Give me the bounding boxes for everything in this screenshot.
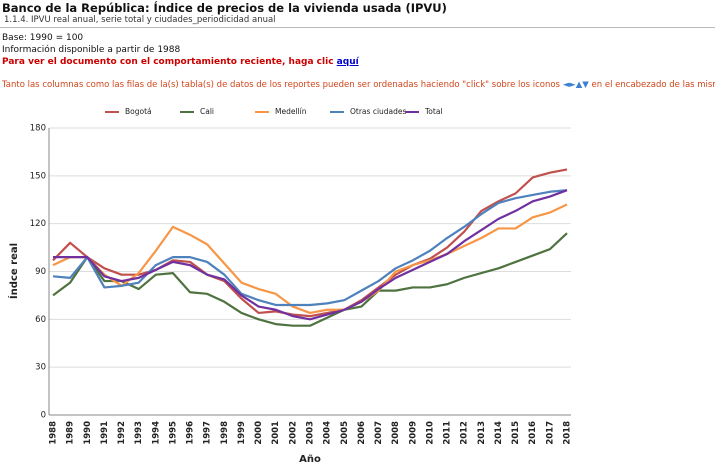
y-tick-label: 30: [35, 363, 46, 373]
x-tick-label: 2004: [323, 421, 333, 445]
link[interactable]: aquí: [336, 57, 359, 67]
x-tick-label: 1996: [186, 421, 196, 445]
page-subtitle: 1.1.4. IPVU real anual, serie total y ci…: [4, 15, 276, 25]
y-axis-label: Índce real: [7, 243, 20, 299]
x-tick-label: 2008: [391, 421, 401, 445]
page-title: Banco de la República: Índice de precios…: [2, 1, 447, 15]
x-tick-label: 1993: [134, 421, 144, 445]
x-tick-label: 2010: [425, 421, 435, 445]
x-tick-label: 1992: [117, 421, 127, 445]
x-tick-label: 1991: [100, 421, 110, 445]
y-tick-label: 180: [30, 124, 46, 134]
x-tick-label: 1995: [168, 421, 178, 445]
y-tick-label: 150: [30, 171, 46, 181]
x-tick-label: 2015: [511, 421, 521, 445]
legend-label: Bogotá: [125, 107, 152, 116]
legend-label: Cali: [200, 107, 214, 116]
series-line: [52, 189, 568, 307]
x-tick-label: 2000: [254, 421, 264, 445]
series-line: [53, 189, 568, 321]
link-text: Para ver el documento con el comportamie…: [2, 57, 334, 67]
y-tick-label: 0: [41, 411, 46, 421]
x-axis-label: Año: [299, 454, 321, 465]
divider: [0, 27, 715, 28]
chart: Año Índce real 0 30 60 90 120 150 180 1988 1989 1…: [7, 107, 573, 465]
x-tick-label: 1994: [151, 421, 161, 445]
x-tick-label: 2017: [545, 421, 555, 445]
series-line: [52, 203, 568, 315]
legend-label: Total: [424, 107, 443, 116]
availability-text: Información disponible a partir de 1988: [2, 45, 181, 55]
x-tick-label: 2002: [288, 421, 298, 445]
x-tick-label: 2009: [408, 421, 418, 445]
x-tick-label: 2007: [374, 421, 384, 445]
y-tick-label: 60: [35, 315, 46, 325]
x-tick-label: 2013: [477, 421, 487, 445]
x-tick-label: 2016: [528, 421, 538, 445]
x-tick-label: 1990: [83, 421, 93, 445]
x-tick-label: 2006: [357, 421, 367, 445]
x-tick-label: 2018: [563, 421, 573, 445]
x-tick-label: 1999: [237, 421, 247, 445]
series-line: [52, 168, 568, 318]
x-tick-label: 1997: [203, 421, 213, 445]
x-tick-label: 2014: [494, 421, 504, 445]
note-text: Tanto las columnas como las filas de la(…: [2, 80, 560, 90]
x-tick-label: 2005: [340, 421, 350, 445]
x-tick-label: 1988: [49, 421, 59, 445]
x-tick-label: 2001: [271, 421, 281, 445]
sort-icons: ◄►▲▼: [562, 80, 589, 90]
legend-label: Medellín: [275, 107, 307, 116]
x-tick-label: 1998: [220, 421, 230, 445]
y-tick-label: 90: [35, 267, 46, 277]
x-tick-label: 2012: [460, 421, 470, 445]
series-line: [52, 232, 568, 327]
x-tick-label: 2003: [306, 421, 316, 445]
note: Tanto las columnas como las filas de la(…: [2, 80, 715, 90]
note-text: en el encabezado de las mismas.: [591, 80, 715, 90]
legend-label: Otras ciudades: [350, 107, 407, 116]
x-tick-label: 1989: [66, 421, 76, 445]
link-line: Para ver el documento con el comportamie…: [2, 57, 359, 67]
base-text: Base: 1990 = 100: [2, 33, 84, 43]
x-tick-label: 2011: [443, 421, 453, 445]
y-tick-label: 120: [30, 219, 46, 229]
